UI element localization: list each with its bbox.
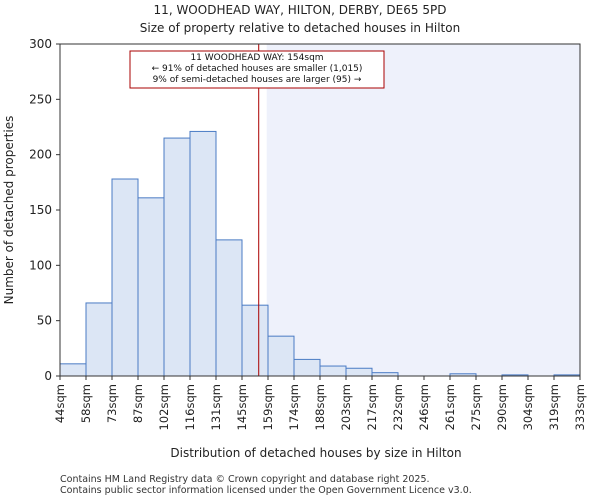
bar-44sqm bbox=[59, 363, 87, 377]
x-tick-label: 333sqm bbox=[573, 384, 587, 430]
annotation-larger: 9% of semi-detached houses are larger (9… bbox=[152, 75, 362, 85]
x-tick-label: 319sqm bbox=[547, 384, 561, 430]
bar-102sqm bbox=[163, 137, 191, 377]
bar-145sqm bbox=[241, 304, 269, 377]
chart-subtitle: Size of property relative to detached ho… bbox=[140, 21, 460, 35]
y-tick-label: 50 bbox=[37, 314, 52, 328]
x-tick-label: 159sqm bbox=[261, 384, 275, 430]
x-tick-label: 261sqm bbox=[443, 384, 457, 430]
annotation-title: 11 WOODHEAD WAY: 154sqm bbox=[190, 53, 324, 63]
chart-title: 11, WOODHEAD WAY, HILTON, DERBY, DE65 5P… bbox=[154, 3, 447, 17]
y-tick-label: 150 bbox=[29, 203, 52, 217]
x-tick-label: 174sqm bbox=[287, 384, 301, 430]
x-tick-label: 203sqm bbox=[339, 384, 353, 430]
x-tick-label: 246sqm bbox=[417, 384, 431, 430]
x-tick-label: 131sqm bbox=[209, 384, 223, 430]
annotation-box bbox=[129, 50, 385, 89]
y-axis-label: Number of detached properties bbox=[2, 116, 16, 305]
x-tick-label: 304sqm bbox=[521, 384, 535, 430]
bar-188sqm bbox=[319, 365, 347, 377]
y-tick-label: 300 bbox=[29, 37, 52, 51]
x-tick-label: 73sqm bbox=[105, 384, 119, 423]
y-tick-label: 100 bbox=[29, 258, 52, 272]
x-tick-label: 217sqm bbox=[365, 384, 379, 430]
bar-87sqm bbox=[137, 197, 165, 377]
y-tick-label: 250 bbox=[29, 92, 52, 106]
bar-203sqm bbox=[345, 367, 373, 377]
bars-group bbox=[59, 130, 581, 377]
x-tick-label: 58sqm bbox=[79, 384, 93, 423]
bar-116sqm bbox=[189, 130, 217, 377]
x-tick-label: 116sqm bbox=[183, 384, 197, 430]
footer-line-2: Contains public sector information licen… bbox=[60, 485, 472, 496]
x-tick-label: 102sqm bbox=[157, 384, 171, 430]
bar-58sqm bbox=[85, 302, 113, 377]
x-tick-label: 145sqm bbox=[235, 384, 249, 430]
y-tick-label: 0 bbox=[44, 369, 52, 383]
bar-73sqm bbox=[111, 178, 139, 377]
bar-159sqm bbox=[267, 335, 295, 377]
footer-line-1: Contains HM Land Registry data © Crown c… bbox=[60, 474, 430, 485]
y-axis-ticks: 0 50 100 150 200 250 300 bbox=[29, 37, 60, 383]
x-axis-label: Distribution of detached houses by size … bbox=[170, 446, 461, 460]
bar-131sqm bbox=[215, 239, 243, 377]
y-tick-label: 200 bbox=[29, 148, 52, 162]
highlight-region bbox=[266, 44, 580, 376]
x-tick-label: 232sqm bbox=[391, 384, 405, 430]
plot-frame bbox=[59, 43, 581, 377]
x-tick-label: 44sqm bbox=[53, 384, 67, 423]
x-tick-label: 87sqm bbox=[131, 384, 145, 423]
x-axis-ticks: 44sqm 58sqm 73sqm 87sqm 102sqm 116sqm 131sqm 14… bbox=[53, 376, 587, 430]
bar-174sqm bbox=[293, 358, 321, 377]
annotation-smaller: ← 91% of detached houses are smaller (1,… bbox=[151, 64, 363, 74]
x-tick-label: 275sqm bbox=[469, 384, 483, 430]
x-tick-label: 188sqm bbox=[313, 384, 327, 430]
x-tick-label: 290sqm bbox=[495, 384, 509, 430]
